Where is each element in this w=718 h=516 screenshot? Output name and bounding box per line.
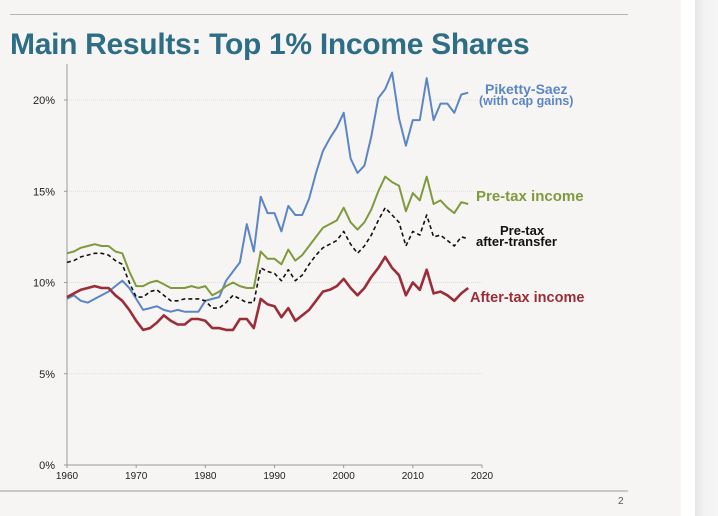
- x-tick-label: 1980: [194, 471, 217, 482]
- y-tick-label: 10%: [33, 278, 55, 290]
- label-pre-tax-after-transfer-line2: after-transfer: [476, 234, 557, 249]
- series-piketty-saez: [66, 71, 469, 313]
- series-lines: [66, 71, 470, 332]
- label-pre-tax-after-transfer-line1: Pre-tax: [500, 223, 545, 238]
- page-number: 2: [618, 496, 624, 507]
- y-tick-labels: 0% 5% 10% 15% 20%: [33, 95, 67, 472]
- y-tick-label: 15%: [33, 186, 55, 198]
- series-after-tax-income: [66, 255, 470, 332]
- y-tick-label: 5%: [39, 369, 55, 381]
- slide-title: Main Results: Top 1% Income Shares: [10, 28, 530, 61]
- y-tick-label: 20%: [33, 95, 55, 107]
- side-panel-edge: [695, 0, 718, 516]
- x-tick-label: 1970: [125, 471, 148, 482]
- series-labels: Piketty-Saez (with cap gains) Pre-tax in…: [470, 81, 584, 306]
- series-pre-tax-income: [66, 175, 469, 297]
- y-tick-label: 0%: [39, 460, 55, 472]
- label-piketty-saez-line2: (with cap gains): [479, 94, 573, 108]
- gridlines: [67, 99, 482, 375]
- x-tick-label: 2010: [402, 471, 425, 482]
- label-after-tax-income: After-tax income: [470, 290, 584, 306]
- axes: [66, 64, 482, 466]
- label-pre-tax-income: Pre-tax income: [476, 188, 584, 205]
- x-tick-label: 1990: [263, 471, 286, 482]
- x-tick-label: 1960: [56, 471, 79, 482]
- slide: [0, 0, 681, 516]
- x-tick-labels: 1960 1970 1980 1990 2000 2010 2020: [56, 465, 494, 482]
- line-chart: 0% 5% 10% 15% 20% 1960 1970 1980 1990 2000 2010 20…: [33, 64, 584, 482]
- top-divider: [10, 14, 628, 15]
- x-tick-label: 2020: [471, 471, 494, 482]
- x-tick-label: 2000: [333, 471, 356, 482]
- label-piketty-saez-line1: Piketty-Saez: [485, 81, 567, 97]
- bottom-divider: [0, 490, 628, 492]
